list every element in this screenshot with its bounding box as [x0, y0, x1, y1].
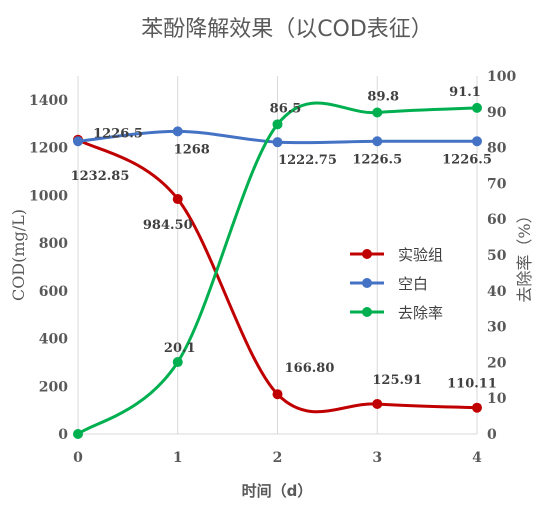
- y-tick-label-right: 70: [487, 176, 507, 192]
- y-axis-label-right: 去除率（%）: [515, 207, 534, 302]
- y-tick-label-right: 80: [487, 141, 507, 157]
- series-0-point: [172, 194, 183, 205]
- data-label: 89.8: [367, 90, 399, 105]
- y-tick-label-right: 90: [487, 105, 507, 121]
- series-1-point: [272, 137, 283, 148]
- y-tick-label-left: 400: [39, 332, 68, 348]
- y-tick-label-left: 1200: [29, 141, 68, 157]
- x-tick-label: 4: [472, 450, 482, 466]
- y-tick-label-right: 10: [487, 391, 507, 407]
- data-label: 110.11: [447, 377, 497, 392]
- y-tick-label-left: 600: [39, 284, 68, 300]
- series-1-point: [372, 136, 383, 147]
- series-line-2: [77, 101, 478, 436]
- axis-ticks: 0 1 2 3 402004006008001000120014000102030405…: [29, 69, 516, 466]
- chart-title: 苯酚降解效果（以COD表征）: [141, 17, 433, 42]
- data-label: 1226.5: [352, 152, 402, 167]
- series-2-point: [372, 107, 383, 118]
- data-label: 1268: [174, 142, 210, 157]
- data-label: 1226.5: [93, 126, 143, 141]
- series-0-point: [472, 402, 482, 413]
- series-2-point: [272, 119, 283, 130]
- series-1-point: [472, 136, 482, 147]
- y-tick-label-right: 20: [487, 355, 507, 371]
- data-label: 91.1: [449, 85, 481, 100]
- legend-label: 去除率: [398, 304, 443, 322]
- data-label: 1226.5: [442, 152, 492, 167]
- series-1-point: [172, 126, 183, 137]
- series: [73, 101, 482, 439]
- series-1-point: [73, 136, 83, 147]
- x-axis-label: 时间（d）: [242, 482, 313, 500]
- data-label: 20.1: [164, 341, 196, 356]
- legend-label: 空白: [398, 275, 428, 293]
- series-2-point: [73, 429, 83, 439]
- y-tick-label-right: 100: [487, 69, 516, 85]
- legend-marker: [362, 307, 372, 317]
- y-tick-label-right: 0: [487, 427, 497, 443]
- y-tick-label-right: 30: [487, 320, 507, 336]
- data-label: 166.80: [285, 361, 335, 376]
- legend-label: 实验组: [398, 246, 443, 264]
- y-axis-label-left: COD(mg/L): [9, 209, 28, 301]
- series-2-point: [472, 102, 482, 113]
- data-labels: 1232.85 984.50 166.80 125.91 110.11 1226.5 126…: [71, 85, 497, 392]
- y-tick-label-right: 60: [487, 212, 507, 228]
- legend-marker: [362, 249, 372, 259]
- series-2-point: [172, 357, 183, 368]
- x-tick-label: 0: [73, 450, 83, 466]
- x-tick-label: 1: [173, 450, 183, 466]
- legend-marker: [362, 278, 372, 288]
- data-label: 1222.75: [278, 153, 337, 168]
- data-label: 1232.85: [71, 169, 130, 184]
- series-line-0: [77, 138, 478, 414]
- data-label: 125.91: [372, 373, 422, 388]
- data-label: 984.50: [143, 218, 193, 233]
- y-tick-label-left: 1000: [29, 188, 68, 204]
- y-tick-label-left: 1400: [29, 93, 68, 109]
- x-tick-label: 2: [273, 450, 283, 466]
- y-tick-label-right: 40: [487, 284, 507, 300]
- x-tick-label: 3: [372, 450, 382, 466]
- y-tick-label-right: 50: [487, 248, 507, 264]
- y-tick-label-left: 0: [58, 427, 68, 443]
- y-tick-label-left: 800: [39, 236, 68, 252]
- series-0-point: [272, 389, 283, 400]
- data-label: 86.5: [270, 101, 302, 116]
- y-tick-label-left: 200: [39, 379, 68, 395]
- series-0-point: [372, 398, 383, 409]
